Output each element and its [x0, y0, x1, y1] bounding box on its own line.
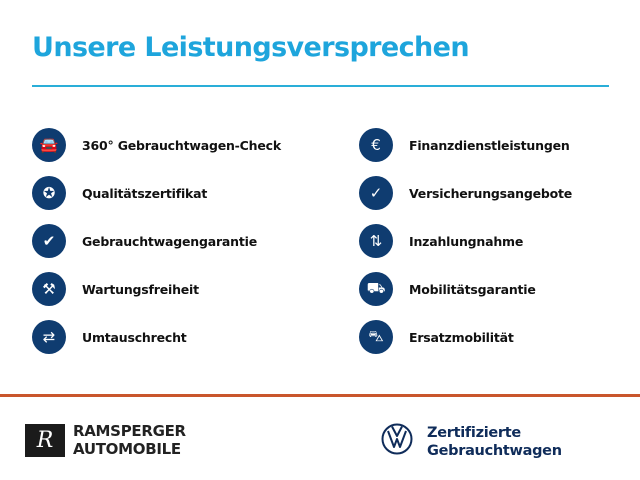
- tow-truck-icon: ⛟: [359, 272, 393, 306]
- feature-item: ⛍ Ersatzmobilität: [359, 319, 514, 355]
- dealer-name: RAMSPERGER AUTOMOBILE: [73, 422, 186, 458]
- feature-label: Finanzdienstleistungen: [409, 137, 570, 153]
- dealer-name-line1: RAMSPERGER: [73, 422, 186, 440]
- page-title: Unsere Leistungsversprechen: [32, 32, 470, 63]
- title-divider: [32, 85, 609, 87]
- feature-label: Umtauschrecht: [82, 329, 187, 345]
- feature-item: ✪ Qualitätszertifikat: [32, 175, 207, 211]
- feature-label: Wartungsfreiheit: [82, 281, 199, 297]
- vw-logo-icon: [381, 423, 413, 455]
- feature-item: € Finanzdienstleistungen: [359, 127, 570, 163]
- feature-item: ⛟ Mobilitätsgarantie: [359, 271, 536, 307]
- certified-used-cars-label: Zertifizierte Gebrauchtwagen: [427, 424, 562, 460]
- feature-item: 🚘 360° Gebrauchtwagen-Check: [32, 127, 281, 163]
- exchange-arrows-icon: ⇄: [32, 320, 66, 354]
- car-check-icon: 🚘: [32, 128, 66, 162]
- dealer-name-line2: AUTOMOBILE: [73, 440, 181, 458]
- feature-item: ⚒ Wartungsfreiheit: [32, 271, 199, 307]
- wrench-check-icon: ⚒: [32, 272, 66, 306]
- feature-label: Versicherungsangebote: [409, 185, 573, 201]
- feature-item: ✔ Gebrauchtwagengarantie: [32, 223, 257, 259]
- feature-label: Mobilitätsgarantie: [409, 281, 536, 297]
- brand-line2: Gebrauchtwagen: [427, 443, 562, 459]
- ramsperger-logo-icon: R: [25, 424, 65, 457]
- trade-in-arrows-icon: ⇅: [359, 224, 393, 258]
- feature-item: ⇄ Umtauschrecht: [32, 319, 187, 355]
- feature-label: Ersatzmobilität: [409, 329, 514, 345]
- replacement-car-icon: ⛍: [359, 320, 393, 354]
- coins-euro-icon: €: [359, 128, 393, 162]
- feature-label: Inzahlungnahme: [409, 233, 524, 249]
- shield-check-icon: ✔: [32, 224, 66, 258]
- feature-label: Qualitätszertifikat: [82, 185, 208, 201]
- brand-line1: Zertifizierte: [427, 425, 521, 441]
- car-insurance-icon: ✓: [359, 176, 393, 210]
- feature-item: ⇅ Inzahlungnahme: [359, 223, 523, 259]
- feature-label: Gebrauchtwagengarantie: [82, 233, 257, 249]
- award-badge-icon: ✪: [32, 176, 66, 210]
- footer-divider: [0, 394, 640, 397]
- feature-item: ✓ Versicherungsangebote: [359, 175, 572, 211]
- feature-label: 360° Gebrauchtwagen-Check: [82, 137, 281, 153]
